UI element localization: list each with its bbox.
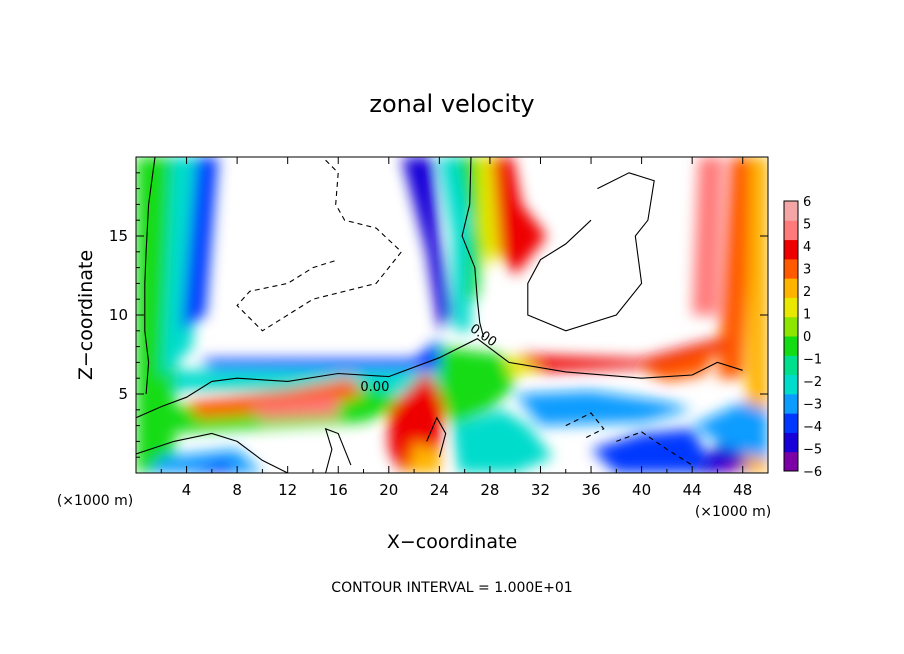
chart-title: zonal velocity <box>369 90 534 118</box>
colorbar-label-9: −3 <box>803 398 822 413</box>
colorbar-label-7: −1 <box>803 353 822 368</box>
contour-line-6 <box>324 427 352 473</box>
colorbar-segment-11 <box>784 258 798 279</box>
velocity-region-4 <box>692 157 724 315</box>
colorbar-label-2: 4 <box>803 240 811 255</box>
velocity-region-27 <box>692 401 768 461</box>
x-axis-label: X−coordinate <box>387 531 517 553</box>
y-axis-label: Z−coordinate <box>75 250 97 380</box>
y-tick-label-15: 15 <box>109 227 128 245</box>
x-tick-label-44: 44 <box>683 481 702 499</box>
velocity-field <box>136 157 768 473</box>
velocity-region-25 <box>591 428 718 473</box>
x-tick-label-36: 36 <box>581 481 600 499</box>
contour-line-5 <box>136 432 288 473</box>
velocity-region-20 <box>641 346 718 382</box>
velocity-region-11 <box>492 157 547 276</box>
heatmap-field: 0.000.00 <box>136 157 768 473</box>
velocity-region-18 <box>407 441 442 473</box>
colorbar-label-6: 0 <box>803 330 811 345</box>
colorbar-label-1: 5 <box>803 218 811 233</box>
y-axis-unit: (×1000 m) <box>57 493 133 509</box>
colorbar-segment-3 <box>784 413 798 433</box>
colorbar-label-4: 2 <box>803 285 811 300</box>
x-tick-label-20: 20 <box>379 481 398 499</box>
velocity-region-29 <box>148 449 263 473</box>
x-tick-label-40: 40 <box>632 481 651 499</box>
velocity-region-22 <box>439 346 516 426</box>
y-axis: 5 10 15 <box>109 172 768 458</box>
x-tick-label-16: 16 <box>329 481 348 499</box>
colorbar-segment-9 <box>784 297 798 318</box>
contour-label-1: 0.00 <box>360 380 389 395</box>
velocity-region-24 <box>515 390 693 426</box>
colorbar-segment-7 <box>784 336 798 356</box>
colorbar-segment-4 <box>784 393 798 414</box>
contour-line-7 <box>426 416 447 458</box>
y-tick-label-10: 10 <box>109 306 128 324</box>
colorbar-segment-5 <box>784 374 798 395</box>
colorbar-label-8: −2 <box>803 375 822 390</box>
colorbar-segment-8 <box>784 316 798 337</box>
x-tick-label-48: 48 <box>733 481 752 499</box>
colorbar-segment-12 <box>784 239 798 260</box>
contour-line-4 <box>527 172 655 332</box>
velocity-region-3 <box>181 157 219 331</box>
velocity-region-30 <box>186 460 238 473</box>
colorbar-label-12: −6 <box>803 465 822 480</box>
x-tick-label-32: 32 <box>531 481 550 499</box>
contour-line-1 <box>144 157 156 395</box>
contour-line-9 <box>565 412 605 439</box>
x-tick-label-28: 28 <box>480 481 499 499</box>
contour-line-8 <box>236 159 403 332</box>
x-tick-label-8: 8 <box>232 481 242 499</box>
y-tick-label-5: 5 <box>118 385 128 403</box>
velocity-region-13 <box>173 370 440 394</box>
colorbar-label-11: −5 <box>803 443 822 458</box>
x-axis: 4 8 12 16 20 24 28 32 36 40 44 48 <box>160 157 752 499</box>
contour-lines <box>136 157 743 473</box>
velocity-region-23 <box>452 409 554 473</box>
x-tick-label-24: 24 <box>430 481 449 499</box>
velocity-region-5 <box>717 157 756 379</box>
colorbar-label-0: 6 <box>803 195 811 210</box>
velocity-region-7 <box>401 157 452 331</box>
colorbar-label-10: −4 <box>803 420 822 435</box>
colorbar-segment-13 <box>784 220 798 241</box>
colorbar-segment-10 <box>784 278 798 298</box>
velocity-region-9 <box>458 157 484 300</box>
colorbar-label-5: 1 <box>803 308 811 323</box>
x-tick-label-12: 12 <box>278 481 297 499</box>
colorbar-label-3: 3 <box>803 263 811 278</box>
velocity-region-17 <box>388 371 446 473</box>
contour-line-10 <box>616 431 693 466</box>
velocity-region-8 <box>439 157 471 331</box>
x-tick-label-4: 4 <box>182 481 192 499</box>
contour-interval-note: CONTOUR INTERVAL = 1.000E+01 <box>331 580 572 596</box>
velocity-region-28 <box>717 454 751 473</box>
contour-line-2 <box>136 338 743 419</box>
colorbar-segment-14 <box>784 201 798 221</box>
velocity-region-12 <box>199 338 440 371</box>
colorbar-segment-2 <box>784 432 798 453</box>
x-axis-unit: (×1000 m) <box>695 504 771 520</box>
colorbar-segment-1 <box>784 451 798 472</box>
velocity-region-16 <box>249 397 339 420</box>
colorbar: 6 5 4 3 2 1 0 −1 −2 −3 −4 −5 −6 <box>783 195 822 480</box>
colorbar-segment-6 <box>784 355 798 376</box>
colorbar-frame <box>783 200 799 472</box>
contour-line-3 <box>461 157 485 338</box>
